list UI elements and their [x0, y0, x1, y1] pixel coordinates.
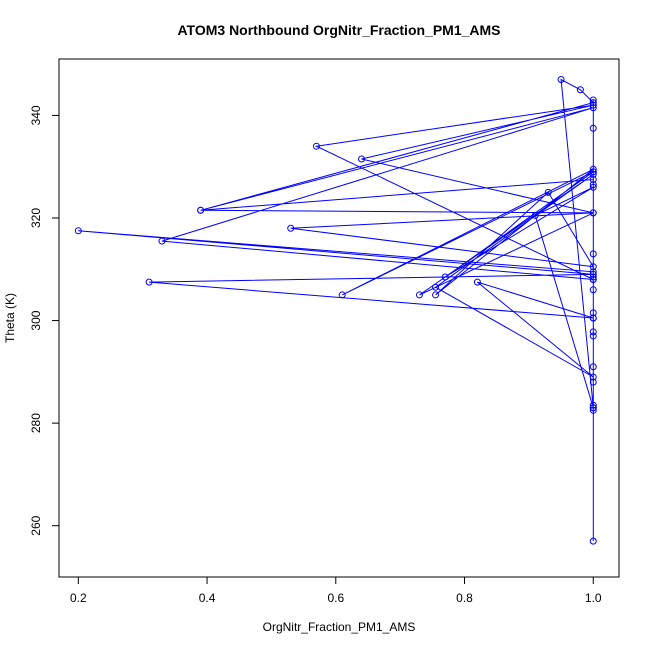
data-point: [589, 276, 597, 284]
data-point: [589, 209, 597, 217]
series-line: [78, 78, 595, 542]
data-point: [197, 206, 205, 214]
x-tick-label: 0.4: [199, 591, 216, 605]
data-point: [358, 155, 366, 163]
y-tick-label: 320: [29, 208, 43, 228]
y-tick-label: 340: [29, 105, 43, 125]
data-point: [531, 211, 539, 219]
data-point: [589, 96, 597, 104]
data-point: [158, 237, 166, 245]
y-tick-label: 300: [29, 310, 43, 330]
data-point: [589, 273, 597, 281]
data-point: [145, 278, 153, 286]
data-point: [589, 263, 597, 271]
x-tick-label: 0.6: [327, 591, 344, 605]
data-point: [415, 291, 423, 299]
data-point: [589, 99, 597, 107]
data-point: [557, 76, 565, 84]
x-axis: 0.2 0.4 0.6 0.8 1.0: [70, 576, 602, 605]
x-tick-label: 0.2: [70, 591, 87, 605]
data-point: [589, 124, 597, 132]
data-point: [589, 183, 597, 191]
data-point: [589, 250, 597, 258]
data-point: [589, 270, 597, 278]
data-point: [589, 170, 597, 178]
series-points: [74, 76, 597, 545]
data-point: [432, 283, 440, 291]
data-point: [589, 165, 597, 173]
data-point: [589, 328, 597, 336]
y-axis: 260 280 300 320 340: [29, 105, 60, 536]
data-point: [589, 168, 597, 176]
y-tick-label: 260: [29, 515, 43, 535]
data-point: [589, 537, 597, 545]
x-tick-label: 0.8: [456, 591, 473, 605]
data-point: [589, 378, 597, 386]
data-point: [589, 268, 597, 276]
data-point: [589, 309, 597, 317]
data-point: [589, 406, 597, 414]
x-axis-title: OrgNitr_Fraction_PM1_AMS: [263, 620, 416, 634]
data-point: [287, 224, 295, 232]
x-tick-label: 1.0: [585, 591, 602, 605]
plot-frame: [58, 58, 620, 578]
data-point: [432, 291, 440, 299]
series-lines: [78, 78, 595, 542]
data-point: [589, 176, 597, 184]
data-point: [589, 104, 597, 112]
data-point: [544, 188, 552, 196]
y-axis-title: Theta (K): [3, 293, 17, 343]
data-point: [441, 273, 449, 281]
data-point: [589, 363, 597, 371]
data-point: [589, 332, 597, 340]
data-point: [312, 142, 320, 150]
data-point: [589, 181, 597, 189]
data-point: [74, 227, 82, 235]
data-point: [589, 373, 597, 381]
data-point: [338, 291, 346, 299]
data-point: [589, 401, 597, 409]
data-point: [576, 86, 584, 94]
data-point: [473, 278, 481, 286]
data-point: [589, 404, 597, 412]
y-tick-label: 280: [29, 413, 43, 433]
data-point: [589, 101, 597, 109]
data-point: [589, 286, 597, 294]
data-point: [589, 314, 597, 322]
chart-title: ATOM3 Northbound OrgNitr_Fraction_PM1_AM…: [177, 22, 500, 38]
